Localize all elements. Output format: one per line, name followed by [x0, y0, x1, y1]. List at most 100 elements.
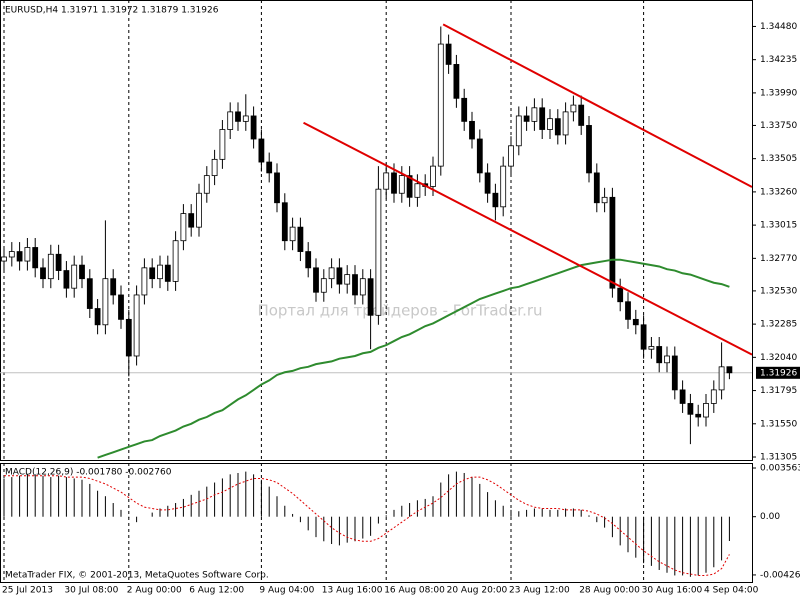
candle-body: [664, 355, 670, 364]
candle-body: [578, 104, 585, 126]
candle-body: [492, 192, 499, 208]
candle-body: [367, 278, 374, 316]
x-tick-label: 9 Aug 04:00: [259, 586, 314, 596]
x-tick-label: 20 Aug 20:00: [447, 586, 508, 596]
indicator-label: MACD(12,26,9) -0.001780 -0.002760: [5, 468, 172, 478]
candle-body: [547, 118, 553, 130]
y-tick-label: 1.32530: [760, 286, 797, 296]
x-tick-label: 28 Aug 00:00: [579, 586, 640, 596]
candle-body: [710, 389, 717, 404]
candle-body: [94, 308, 101, 326]
y-tick-label: 1.33750: [760, 121, 797, 131]
y-tick-label: 0.003563: [760, 464, 800, 474]
candle-body: [336, 267, 343, 285]
signal-line: [4, 475, 730, 576]
candle-body: [656, 346, 663, 364]
candle-body: [305, 251, 312, 269]
candle-body: [726, 366, 733, 374]
candle-body: [211, 158, 218, 177]
candle-body: [227, 111, 234, 130]
candle-body: [289, 226, 296, 242]
candle-body: [55, 253, 62, 271]
y-tick-label: 1.32285: [760, 320, 797, 330]
candle-body: [515, 115, 522, 147]
candle-body: [125, 318, 132, 357]
candle-body: [586, 125, 592, 174]
candle-body: [141, 267, 148, 296]
candle-body: [671, 355, 678, 391]
candle-body: [648, 346, 655, 350]
candle-body: [625, 301, 631, 320]
candle-body: [242, 115, 249, 122]
candle-body: [703, 403, 709, 418]
candle-body: [469, 120, 475, 140]
candle-body: [679, 389, 686, 404]
candle-body: [16, 251, 23, 262]
candle-body: [344, 274, 351, 285]
y-tick-label: 1.33990: [760, 88, 797, 98]
macd-panel: [0, 463, 753, 583]
y-tick-label: 1.32770: [760, 254, 797, 264]
last-price-label: 1.31926: [760, 368, 797, 378]
candle-body: [375, 188, 382, 316]
candle-body: [523, 115, 530, 122]
candle-body: [453, 64, 460, 99]
x-tick-label: 16 Aug 08:00: [384, 586, 445, 596]
candle-body: [110, 278, 117, 296]
candle-body: [297, 226, 304, 252]
candle-body: [320, 278, 327, 293]
candle-body: [157, 264, 163, 280]
x-tick-label: 23 Aug 12:00: [509, 586, 570, 596]
candle-body: [164, 264, 171, 282]
candle-body: [554, 118, 561, 136]
candle-body: [180, 213, 187, 242]
candle-body: [570, 104, 577, 113]
x-tick-label: 4 Sep 04:00: [704, 586, 759, 596]
candle-body: [593, 172, 600, 204]
candle-body: [79, 264, 85, 280]
x-tick-label: 13 Aug 16:00: [322, 586, 383, 596]
candle-body: [430, 165, 436, 187]
candle-body: [531, 107, 538, 122]
x-tick-label: 6 Aug 12:00: [189, 586, 244, 596]
candle-body: [149, 267, 156, 280]
candle-body: [274, 172, 280, 204]
candle-body: [414, 183, 421, 198]
y-tick-label: 1.34235: [760, 55, 797, 65]
candle-body: [172, 240, 179, 282]
candle-body: [313, 267, 319, 293]
price-plot: [0, 0, 752, 460]
candle-body: [118, 294, 124, 320]
candle-body: [609, 196, 616, 289]
y-tick-label: 1.32040: [760, 353, 797, 363]
trendline: [442, 23, 752, 188]
x-tick-label: 30 Aug 16:00: [642, 586, 703, 596]
candle-body: [71, 264, 78, 289]
candle-body: [687, 403, 694, 415]
candle-body: [203, 175, 210, 194]
candle-body: [601, 196, 608, 204]
candle-body: [86, 278, 93, 309]
candle-body: [328, 267, 335, 280]
candle-body: [219, 129, 226, 160]
candle-body: [102, 278, 109, 326]
x-tick-label: 2 Aug 00:00: [127, 586, 182, 596]
candle-body: [250, 115, 257, 140]
candle-body: [258, 138, 265, 163]
y-tick-label: -0.004263: [760, 570, 800, 580]
candle-body: [391, 172, 397, 194]
candle-body: [352, 274, 358, 296]
candle-body: [281, 202, 288, 242]
candle-body: [47, 253, 54, 280]
candle-body: [562, 111, 569, 136]
candle-body: [695, 413, 702, 418]
candle-body: [640, 324, 647, 350]
y-tick-label: 1.31550: [760, 419, 797, 429]
y-tick-label: 1.33260: [760, 187, 797, 197]
candle-body: [445, 43, 452, 65]
y-tick-label: 1.33015: [760, 221, 797, 231]
candle-body: [133, 294, 140, 357]
candle-body: [539, 107, 546, 130]
candle-body: [1, 256, 7, 262]
